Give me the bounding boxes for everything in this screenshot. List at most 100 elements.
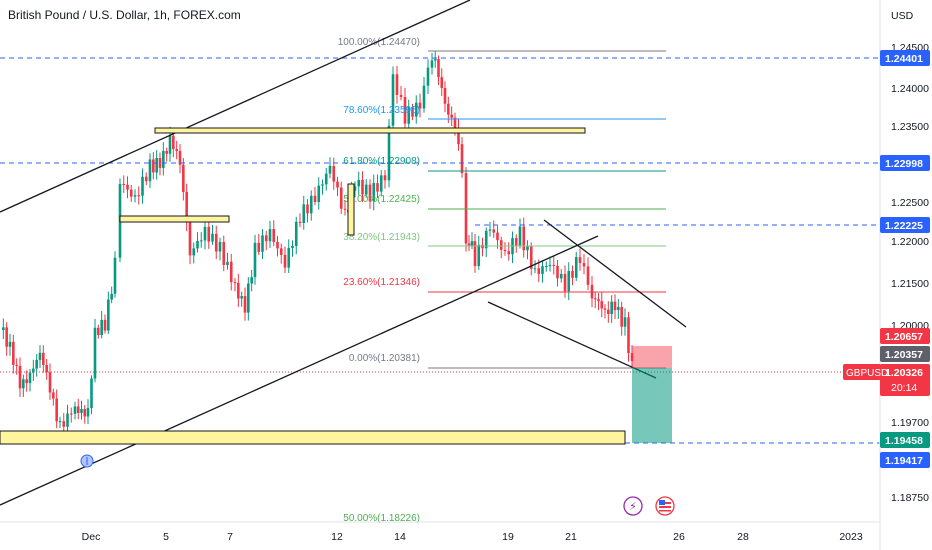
wedge-upper-line[interactable] (543, 219, 687, 328)
candle-body (430, 60, 434, 68)
candle-body (73, 406, 77, 414)
x-tick-label: 12 (331, 531, 343, 543)
candle-body (86, 407, 90, 417)
marker-icon[interactable] (80, 454, 94, 468)
candle-body (97, 327, 100, 336)
candle-body (12, 341, 15, 365)
candle-body (137, 195, 141, 197)
badge-level-3[interactable]: 1.22225 (880, 217, 930, 233)
badge-level-1[interactable]: 1.24401 (880, 50, 930, 66)
candle-body (464, 173, 468, 244)
badge-target-1[interactable]: 1.19458 (880, 432, 930, 448)
candle-body (379, 175, 383, 192)
candle-body (343, 208, 347, 210)
candle-body (433, 59, 437, 61)
candle-body (38, 352, 42, 360)
chart-title: British Pound / U.S. Dollar, 1h, FOREX.c… (8, 8, 241, 22)
candle-body (172, 135, 175, 150)
candle-body (243, 296, 247, 313)
candle-body (613, 301, 617, 311)
candle-body (376, 183, 379, 192)
candle-body (357, 179, 361, 187)
candle-body (272, 229, 276, 243)
channel-upper-line[interactable] (0, 0, 471, 213)
x-tick-label: Dec (82, 531, 101, 543)
candle-body (103, 319, 107, 331)
candle-body (268, 229, 272, 242)
candle-body (76, 406, 80, 413)
badge-current-text: 1.20326 (885, 367, 923, 379)
y-tick-label: 1.23500 (891, 121, 929, 133)
candle-body (556, 265, 559, 279)
candle-body (399, 94, 403, 98)
candle-body (283, 254, 287, 268)
candle-body (185, 191, 188, 223)
badge-entry[interactable]: 1.20357 (880, 346, 930, 362)
vertical-zone[interactable] (347, 183, 355, 236)
badge-level-2[interactable]: 1.22998 (880, 155, 930, 171)
candle-body (411, 106, 414, 117)
candle-body (499, 240, 503, 250)
candle-body (196, 240, 199, 249)
candle-body (574, 257, 578, 278)
candle-body (324, 173, 328, 185)
candle-body (477, 244, 481, 267)
badge-target-2[interactable]: 1.19417 (880, 452, 930, 468)
candle-body (529, 246, 533, 269)
lightning-event-icon[interactable]: ⚡ (623, 496, 643, 516)
candle-body (52, 392, 55, 399)
symbol-badge[interactable]: GBPUSD (843, 364, 888, 380)
candle-body (188, 222, 192, 256)
badge-current[interactable]: 1.20326 20:14 (880, 364, 930, 396)
candle-body (199, 240, 203, 242)
candle-body (144, 176, 148, 182)
y-tick-label: 1.22500 (891, 197, 929, 209)
position-target-zone[interactable] (632, 368, 672, 443)
x-tick-label: 21 (565, 531, 577, 543)
candle-body (586, 266, 590, 285)
candle-body (211, 233, 214, 242)
fib-label-50: 50.00%(1.22425) (343, 194, 420, 205)
wedge-lower-line[interactable] (487, 301, 657, 379)
candle-body (48, 372, 52, 393)
candle-body (233, 282, 237, 284)
candle-body (541, 266, 544, 274)
candle-body (66, 413, 69, 427)
us-flag-event-icon[interactable] (655, 496, 675, 516)
badge-stop[interactable]: 1.20657 (880, 328, 930, 344)
demand-zone[interactable] (0, 430, 626, 445)
candle-body (80, 408, 83, 413)
resistance-zone[interactable] (154, 127, 586, 134)
candle-body (593, 298, 597, 300)
candle-body (437, 59, 440, 78)
fib-label-382: 38.20%(1.21943) (343, 232, 420, 243)
x-tick-label: 26 (673, 531, 685, 543)
candle-body (261, 235, 264, 252)
candle-body (247, 283, 250, 313)
candle-body (317, 185, 321, 203)
channel-lower-line[interactable] (0, 235, 599, 506)
candle-body (443, 87, 447, 104)
candle-body (383, 175, 387, 181)
candle-body (503, 249, 507, 252)
x-tick-label: 5 (163, 531, 169, 543)
candle-body (548, 264, 552, 267)
support-zone-small[interactable] (119, 215, 230, 223)
x-tick-label: 14 (394, 531, 406, 543)
candle-body (279, 248, 283, 255)
candle-body (507, 251, 511, 255)
candle-body (18, 365, 22, 389)
candle-body (571, 270, 574, 278)
candle-body (309, 195, 313, 214)
candle-body (126, 184, 129, 190)
candle-body (627, 317, 630, 354)
candle-body (470, 241, 474, 246)
candle-body (617, 307, 620, 311)
candle-body (253, 242, 257, 278)
candle-body (276, 242, 279, 249)
candle-body (90, 378, 93, 408)
candle-body (141, 176, 144, 196)
position-stop-zone[interactable] (632, 346, 672, 368)
